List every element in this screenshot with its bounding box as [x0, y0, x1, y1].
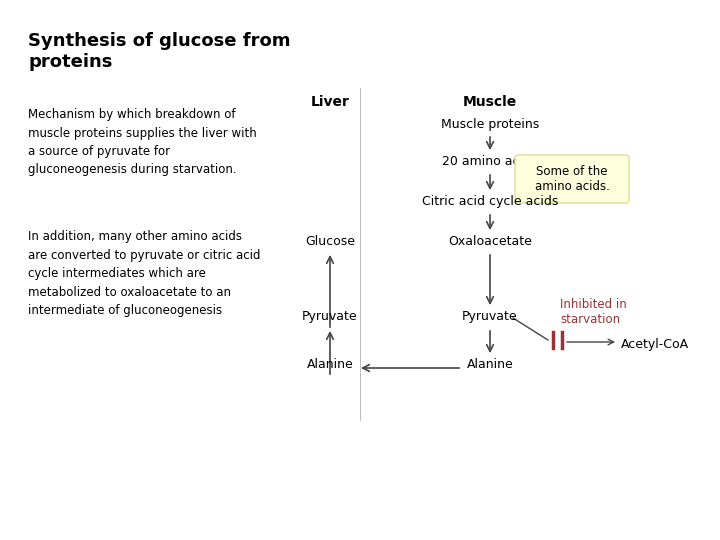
FancyBboxPatch shape	[515, 155, 629, 203]
Text: Muscle proteins: Muscle proteins	[441, 118, 539, 131]
Text: Citric acid cycle acids: Citric acid cycle acids	[422, 195, 558, 208]
Text: Acetyl-CoA: Acetyl-CoA	[621, 338, 689, 351]
Text: Inhibited in
starvation: Inhibited in starvation	[560, 298, 626, 326]
Text: Synthesis of glucose from
proteins: Synthesis of glucose from proteins	[28, 32, 290, 71]
Text: Pyruvate: Pyruvate	[462, 310, 518, 323]
Text: Alanine: Alanine	[467, 358, 513, 371]
Text: Mechanism by which breakdown of
muscle proteins supplies the liver with
a source: Mechanism by which breakdown of muscle p…	[28, 108, 257, 177]
Text: Liver: Liver	[310, 95, 349, 109]
Text: Pyruvate: Pyruvate	[302, 310, 358, 323]
Text: 20 amino acids: 20 amino acids	[442, 155, 538, 168]
Text: Alanine: Alanine	[307, 358, 354, 371]
Text: Glucose: Glucose	[305, 235, 355, 248]
Text: Muscle: Muscle	[463, 95, 517, 109]
Text: Some of the
amino acids.: Some of the amino acids.	[534, 165, 609, 193]
Text: In addition, many other amino acids
are converted to pyruvate or citric acid
cyc: In addition, many other amino acids are …	[28, 230, 261, 317]
Text: Oxaloacetate: Oxaloacetate	[448, 235, 532, 248]
